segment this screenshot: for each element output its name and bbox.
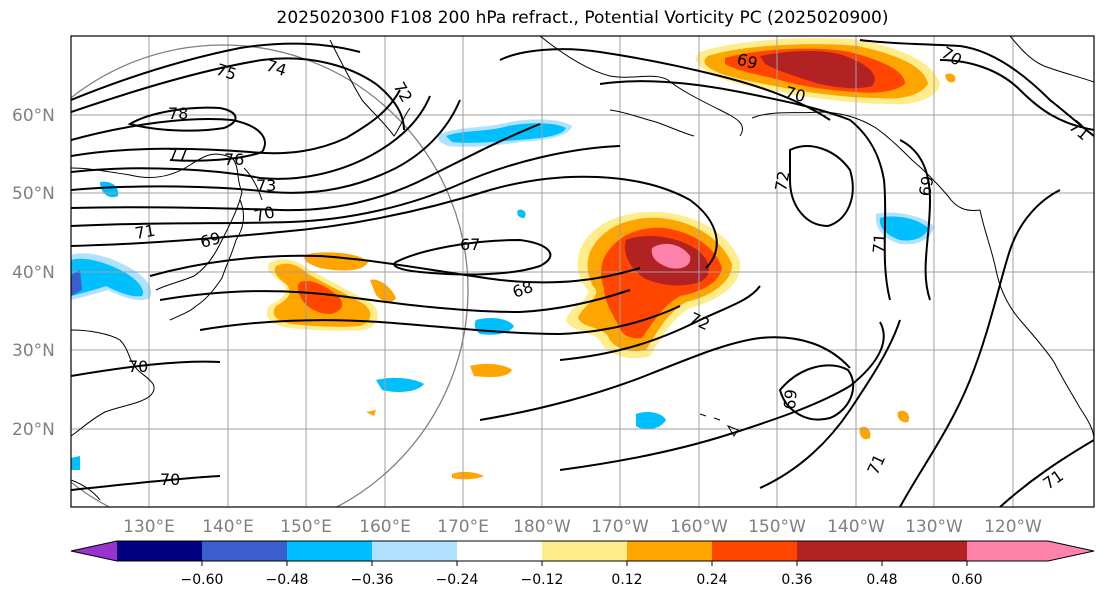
lon-label: 150°E [280,517,332,537]
lon-label: 130°E [123,517,175,537]
colorbar-segment [882,541,967,561]
contour-label: 71 [869,232,890,254]
pv-shading [71,38,956,480]
lon-label: 140°W [827,517,885,537]
lat-label: 30°N [12,341,55,361]
colorbar-segment [202,541,287,561]
lon-label: 150°W [748,517,806,537]
colorbar-segment [627,541,712,561]
colorbar-tick-label: −0.60 [181,572,224,588]
colorbar-segment [457,541,542,561]
colorbar-segment [542,541,627,561]
lat-label: 20°N [12,420,55,440]
lon-label: 120°W [984,517,1042,537]
reference-circle [71,44,469,507]
contour-label: 72 [771,169,793,192]
latitude-labels: 60°N 50°N 40°N 30°N 20°N [12,106,55,440]
colorbar-tick-label: 0.12 [611,572,642,588]
colorbar-tick-label: −0.12 [521,572,564,588]
contour-label: 67 [460,235,480,254]
contour-label: 70 [252,202,277,226]
lat-label: 40°N [12,263,55,283]
colorbar: −0.60 −0.48 −0.36 −0.24 −0.12 0.12 0.24 … [70,540,1095,588]
colorbar-segment [372,541,457,561]
contours [71,39,1094,507]
colorbar-tick-label: 0.60 [951,572,982,588]
colorbar-tick-label: 0.48 [866,572,897,588]
colorbar-segment [712,541,797,561]
lon-label: 170°W [591,517,649,537]
map-frame [70,35,1095,508]
colorbar-segment [117,541,202,561]
colorbar-tick-label: 0.24 [696,572,727,588]
contour-label: 71 [133,221,156,243]
contour-label: 73 [256,176,276,195]
map-title: 2025020300 F108 200 hPa refract., Potent… [276,8,889,28]
longitude-labels: 130°E 140°E 150°E 160°E 170°E 180°W 170°… [123,517,1042,537]
contour-label: 78 [168,104,188,123]
contour-label: 69 [780,388,801,410]
colorbar-extend-low [71,541,117,561]
colorbar-tick-label: 0.36 [781,572,812,588]
colorbar-tick-label: −0.24 [436,572,479,588]
lat-label: 60°N [12,106,55,126]
coastlines [71,36,1094,501]
lat-label: 50°N [12,184,55,204]
lon-label: 180°W [513,517,571,537]
lon-label: 140°E [202,517,254,537]
contour-labels: 78 77 76 75 74 73 72 71 70 69 67 68 70 7… [128,43,1093,493]
lon-label: 130°W [905,517,963,537]
colorbar-segment [287,541,372,561]
contour-label: 70 [160,470,180,489]
contour-label: 69 [915,174,937,197]
colorbar-tick-label: −0.36 [351,572,394,588]
contour-label: 76 [224,150,244,169]
lon-label: 160°E [359,517,411,537]
contour-label: 70 [783,83,808,107]
lon-label: 170°E [437,517,489,537]
colorbar-segment [797,541,882,561]
contour-label: 69 [198,228,223,252]
contour-label: 77 [168,145,188,164]
colorbar-tick-label: −0.48 [266,572,309,588]
contour-label: 69 [735,50,760,74]
lon-label: 160°W [670,517,728,537]
contour-label: 70 [128,357,148,376]
